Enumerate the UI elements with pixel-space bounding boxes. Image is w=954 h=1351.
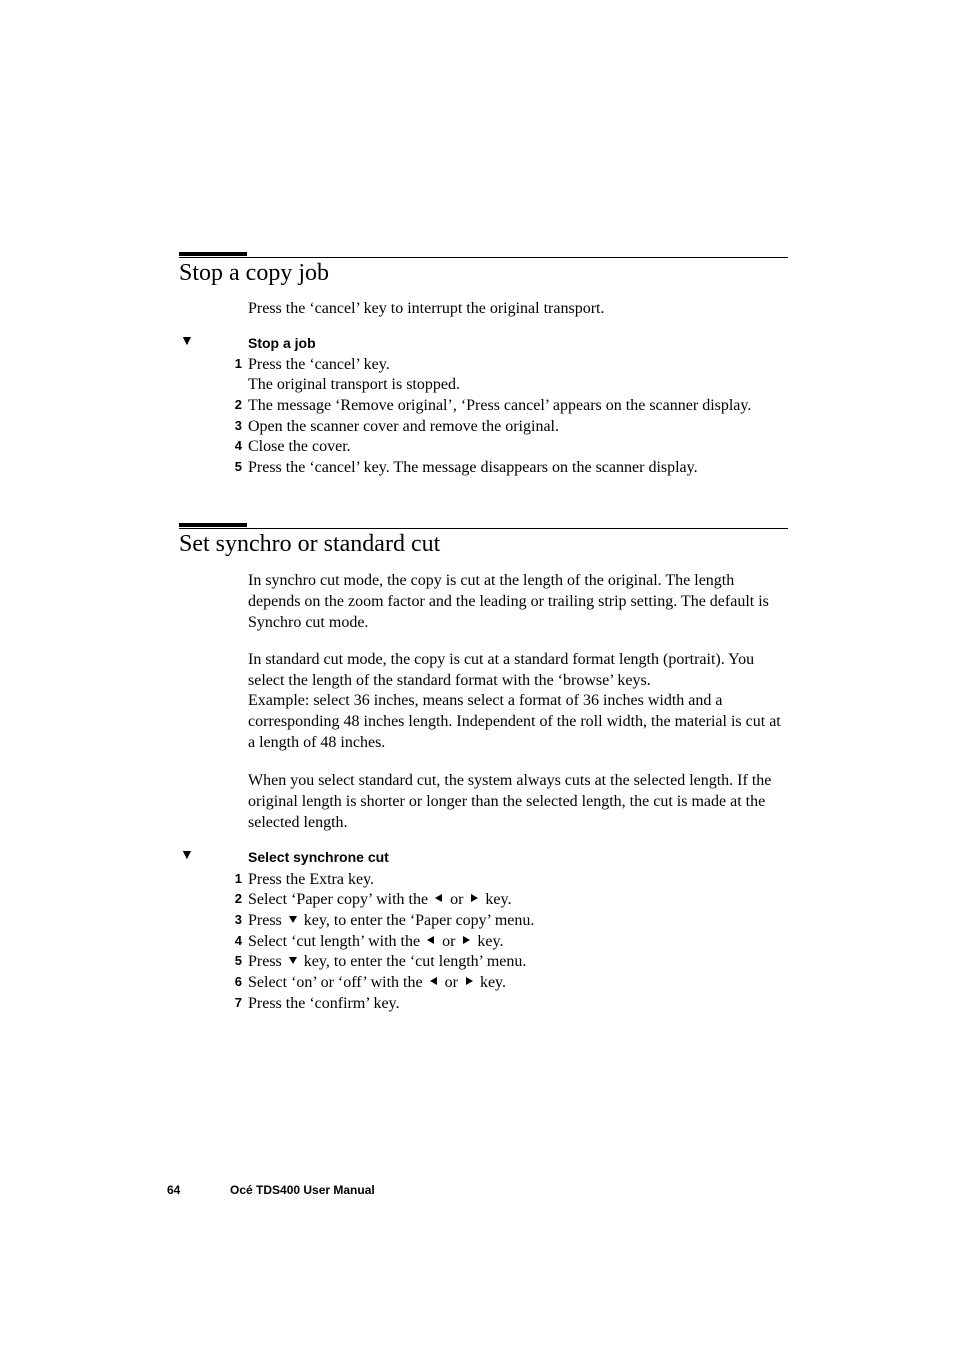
step-text-1-2: The message ‘Remove original’, ‘Press ca… — [248, 395, 788, 416]
step-2-4a: Select ‘cut length’ with the — [248, 933, 420, 950]
triangle-right-icon — [469, 890, 479, 911]
step-num-1-2: 2 — [226, 397, 242, 412]
step-2-2b: or — [450, 891, 463, 908]
step-num-2-6: 6 — [226, 974, 242, 989]
section-thin-rule-2 — [179, 528, 788, 529]
step-text-1-1a: Press the ‘cancel’ key. — [248, 354, 390, 375]
step-2-6c: key. — [480, 974, 506, 991]
step-text-2-6: Select ‘on’ or ‘off’ with the or key. — [248, 972, 506, 994]
triangle-down-icon-2: ▼ — [180, 848, 194, 864]
step-text-2-7: Press the ‘confirm’ key. — [248, 993, 400, 1014]
step-text-1-1b: The original transport is stopped. — [248, 374, 460, 395]
triangle-down-icon-inline-2 — [288, 952, 298, 973]
step-2-3b: key, to enter the ‘Paper copy’ menu. — [304, 912, 535, 929]
step-2-2a: Select ‘Paper copy’ with the — [248, 891, 428, 908]
section-rule-2 — [179, 523, 247, 527]
para-3: When you select standard cut, the system… — [248, 770, 788, 833]
manual-title: Océ TDS400 User Manual — [230, 1183, 375, 1197]
para-2: In standard cut mode, the copy is cut at… — [248, 649, 788, 691]
page-number: 64 — [167, 1183, 180, 1197]
step-text-2-5: Press key, to enter the ‘cut length’ men… — [248, 951, 526, 973]
step-2-4b: or — [442, 933, 455, 950]
step-num-1-3: 3 — [226, 418, 242, 433]
step-num-1-4: 4 — [226, 438, 242, 453]
step-2-5a: Press — [248, 953, 282, 970]
step-text-2-2: Select ‘Paper copy’ with the or key. — [248, 889, 511, 911]
step-2-3a: Press — [248, 912, 282, 929]
section-rule-1 — [179, 252, 247, 256]
step-text-1-4: Close the cover. — [248, 436, 351, 457]
step-text-1-5: Press the ‘cancel’ key. The message disa… — [248, 457, 698, 478]
triangle-left-icon-3 — [429, 973, 439, 994]
step-num-2-4: 4 — [226, 933, 242, 948]
step-num-1-5: 5 — [226, 459, 242, 474]
step-2-6b: or — [445, 974, 458, 991]
intro-text-1: Press the ‘cancel’ key to interrupt the … — [248, 298, 788, 319]
proc-title-stop: Stop a job — [248, 335, 316, 351]
triangle-down-icon: ▼ — [180, 334, 194, 350]
step-2-4c: key. — [477, 933, 503, 950]
triangle-left-icon — [434, 890, 444, 911]
step-num-2-3: 3 — [226, 912, 242, 927]
triangle-right-icon-3 — [464, 973, 474, 994]
triangle-down-icon-inline — [288, 911, 298, 932]
triangle-right-icon-2 — [461, 932, 471, 953]
para-2b: Example: select 36 inches, means select … — [248, 690, 788, 753]
triangle-left-icon-2 — [426, 932, 436, 953]
step-2-6a: Select ‘on’ or ‘off’ with the — [248, 974, 423, 991]
step-num-2-2: 2 — [226, 891, 242, 906]
step-num-2-5: 5 — [226, 953, 242, 968]
step-text-1-3: Open the scanner cover and remove the or… — [248, 416, 559, 437]
para-1: In synchro cut mode, the copy is cut at … — [248, 570, 788, 633]
step-text-2-3: Press key, to enter the ‘Paper copy’ men… — [248, 910, 534, 932]
step-text-2-4: Select ‘cut length’ with the or key. — [248, 931, 503, 953]
step-num-2-7: 7 — [226, 995, 242, 1010]
section-thin-rule-1 — [179, 257, 788, 258]
step-num-1-1: 1 — [226, 356, 242, 371]
section-title-stop: Stop a copy job — [179, 260, 329, 287]
step-text-2-1: Press the Extra key. — [248, 869, 374, 890]
step-2-2c: key. — [485, 891, 511, 908]
proc-title-synchrone: Select synchrone cut — [248, 849, 389, 865]
step-2-5b: key, to enter the ‘cut length’ menu. — [304, 953, 527, 970]
section-title-cut: Set synchro or standard cut — [179, 531, 440, 558]
page-root: Stop a copy job Press the ‘cancel’ key t… — [0, 0, 954, 1351]
step-num-2-1: 1 — [226, 871, 242, 886]
